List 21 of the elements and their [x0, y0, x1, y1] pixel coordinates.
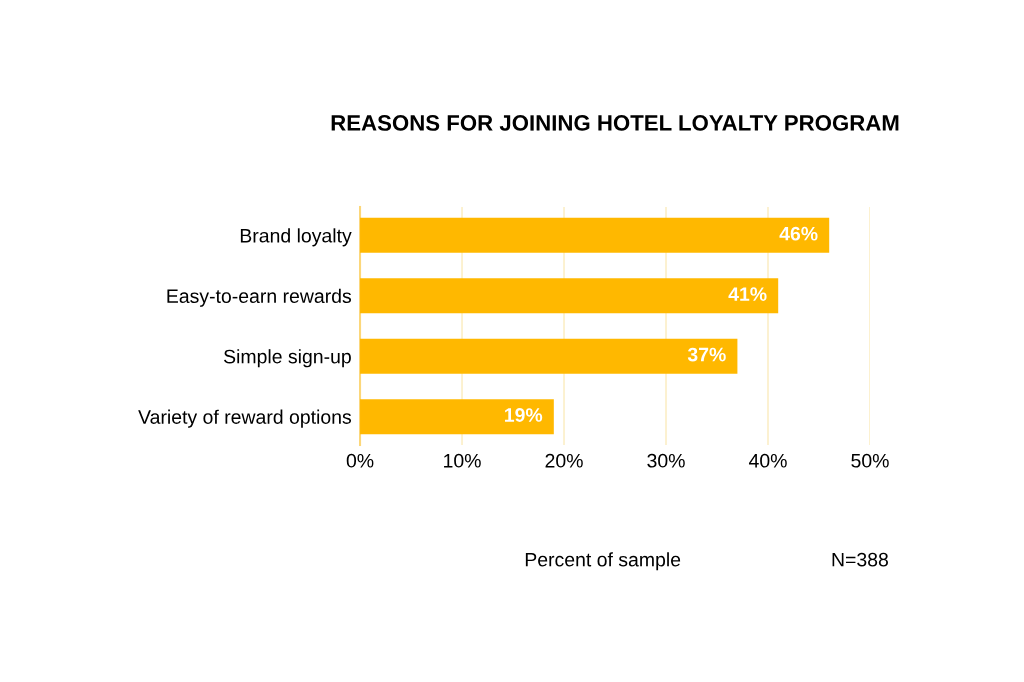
bar: [360, 338, 738, 374]
y-tick-label: Brand loyalty: [240, 228, 352, 247]
x-tick-label: 50%: [851, 453, 889, 468]
data-label: 46%: [779, 226, 818, 241]
bar: [360, 278, 779, 314]
x-tick-label: 30%: [647, 453, 685, 468]
y-tick-label: Simple sign-up: [223, 349, 351, 368]
chart-title: REASONS FOR JOINING HOTEL LOYALTY PROGRAM: [331, 115, 899, 131]
y-tick-label: Variety of reward options: [138, 409, 352, 428]
bar: [360, 217, 830, 253]
x-tick-label: 0%: [346, 453, 374, 468]
x-tick-label: 10%: [444, 453, 481, 468]
bar: [360, 399, 554, 435]
y-tick-label: Easy-to-earn rewards: [167, 288, 352, 307]
text: Percent of sample: [525, 552, 681, 571]
data-label: 37%: [687, 347, 726, 362]
text: N=388: [832, 552, 888, 567]
x-tick-label: 40%: [748, 453, 787, 468]
data-label: 19%: [505, 408, 543, 422]
data-label: 41%: [728, 287, 767, 301]
x-tick-label: 20%: [545, 453, 583, 468]
